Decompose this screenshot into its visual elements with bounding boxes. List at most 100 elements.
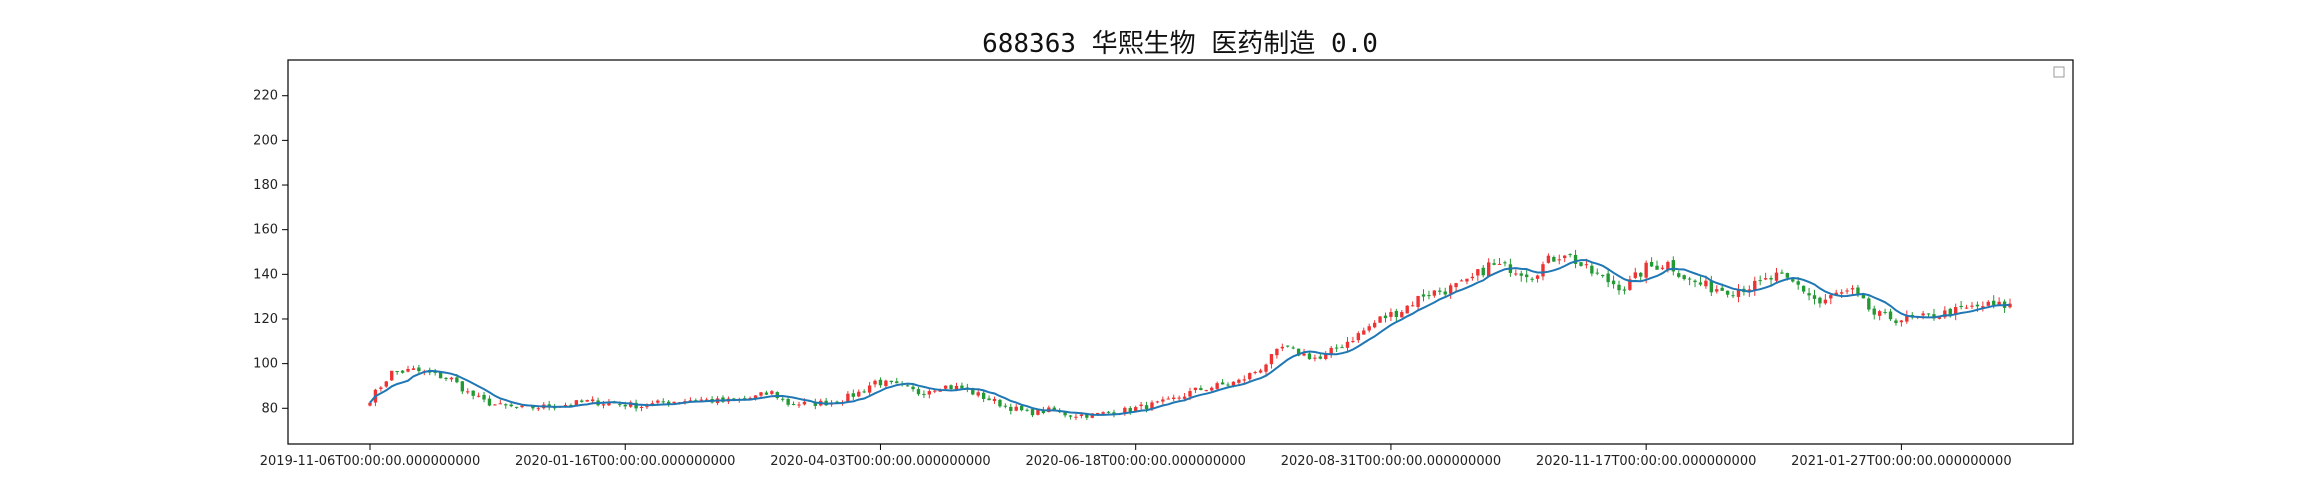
candle-body	[601, 404, 606, 406]
y-tick-label: 180	[253, 178, 278, 193]
candle-body	[1606, 273, 1610, 283]
candle-body	[585, 400, 589, 402]
candle-body	[1829, 295, 1833, 299]
candle-body	[981, 392, 986, 399]
candle-body	[1014, 406, 1018, 411]
candle-body	[1182, 396, 1187, 399]
candle-body	[960, 385, 964, 389]
candle-body	[574, 400, 579, 406]
candle-body	[514, 406, 519, 408]
candle-body	[1682, 275, 1686, 280]
candle-body	[1671, 260, 1675, 272]
candle-body	[1763, 278, 1768, 280]
candle-body	[1731, 295, 1735, 297]
candle-body	[1943, 310, 1947, 318]
candle-body	[1807, 293, 1811, 296]
candle-body	[1975, 304, 1980, 307]
candle-body	[1074, 416, 1078, 418]
candle-body	[905, 385, 910, 387]
candle-body	[1470, 276, 1475, 279]
plot-area-frame	[287, 59, 2074, 445]
candle-body	[417, 367, 421, 372]
candle-body	[1725, 290, 1730, 295]
candle-body	[1443, 291, 1447, 295]
candle-body	[1872, 308, 1876, 315]
candle-body	[1666, 261, 1670, 270]
candle-body	[1400, 312, 1404, 318]
candle-body	[1030, 409, 1035, 416]
candle-body	[580, 400, 584, 402]
candle-body	[1557, 259, 1561, 261]
candle-body	[1785, 273, 1790, 278]
candle-body	[1258, 370, 1263, 373]
y-tick-label: 120	[253, 312, 278, 327]
candle-body	[862, 391, 866, 393]
candle-body	[379, 387, 383, 389]
candle-body	[1964, 307, 1969, 309]
candle-body	[623, 404, 627, 407]
candle-body	[1573, 254, 1578, 264]
candle-body	[1970, 305, 1974, 307]
candle-body	[1812, 295, 1817, 299]
candle-body	[493, 404, 497, 406]
candle-body	[1155, 401, 1160, 403]
candle-body	[1622, 289, 1627, 291]
candle-body	[927, 391, 932, 395]
candle-body	[1834, 292, 1838, 296]
candle-body	[922, 393, 926, 395]
candle-body	[1519, 273, 1523, 276]
candle-body	[1150, 402, 1154, 409]
candle-body	[1492, 263, 1496, 265]
candle-body	[1106, 411, 1111, 413]
candle-body	[878, 379, 883, 386]
candle-body	[672, 401, 676, 404]
candle-body	[395, 371, 399, 373]
candle-body	[1307, 353, 1312, 360]
candle-body	[1937, 317, 1942, 319]
candle-body	[759, 392, 763, 396]
candle-body	[1085, 413, 1089, 418]
candle-body	[889, 380, 894, 383]
candle-body	[1199, 388, 1203, 391]
candle-body	[1486, 262, 1491, 277]
candle-body	[433, 371, 437, 373]
candle-body	[1530, 278, 1534, 280]
candle-body	[1476, 269, 1480, 276]
candle-body	[1720, 287, 1724, 291]
candle-body	[1242, 379, 1246, 381]
candle-body	[1313, 357, 1317, 359]
candle-body	[1291, 347, 1295, 349]
candle-body	[1215, 383, 1219, 389]
candle-body	[400, 370, 405, 373]
candle-body	[1503, 262, 1507, 264]
candle-body	[438, 372, 443, 379]
candle-body	[976, 392, 980, 396]
candle-body	[1563, 255, 1567, 259]
candle-body	[1144, 405, 1149, 410]
x-tick-label: 2020-01-16T00:00:00.000000000	[515, 454, 735, 469]
y-tick-label: 80	[261, 401, 278, 416]
candle-body	[1677, 273, 1681, 277]
x-tick-label: 2019-11-06T00:00:00.000000000	[260, 454, 480, 469]
candle-body	[705, 399, 709, 401]
candle-body	[1535, 275, 1540, 279]
candle-body	[1264, 364, 1268, 372]
candle-body	[411, 368, 416, 370]
candle-body	[661, 401, 665, 403]
x-tick-label: 2020-04-03T00:00:00.000000000	[770, 454, 990, 469]
candle-body	[1101, 412, 1105, 414]
candle-body	[949, 385, 953, 390]
candle-body	[1704, 280, 1708, 287]
candle-body	[781, 398, 785, 400]
candle-body	[943, 385, 948, 389]
candle-body	[1329, 347, 1333, 355]
candle-body	[1019, 405, 1024, 411]
candle-body	[797, 404, 801, 406]
candle-body	[1753, 280, 1757, 291]
candle-body	[1823, 299, 1828, 304]
candle-body	[786, 398, 790, 405]
moving-average-line	[369, 259, 2011, 416]
candle-body	[536, 408, 541, 410]
candle-body	[504, 404, 508, 406]
